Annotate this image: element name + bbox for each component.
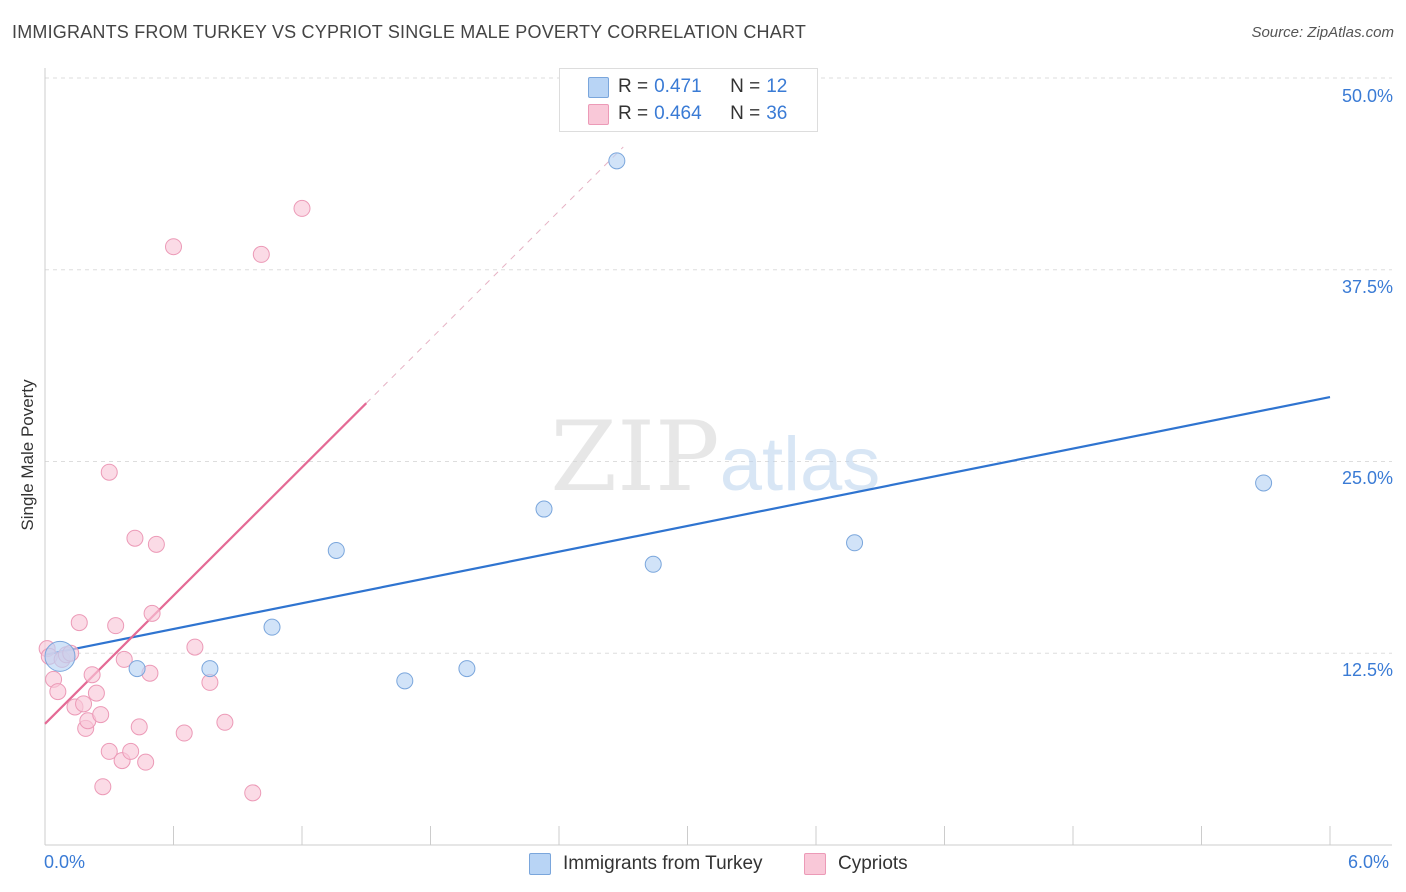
data-point-cypriots <box>122 742 140 760</box>
data-point-cypriots <box>49 683 67 701</box>
data-point-turkey <box>327 541 345 559</box>
watermark-atlas: atlas <box>720 422 881 507</box>
data-point-cypriots <box>216 713 234 731</box>
data-point-turkey <box>201 660 219 678</box>
legend-swatch-turkey <box>588 77 609 98</box>
data-point-cypriots <box>147 535 165 553</box>
legend-r-value: 0.471 <box>654 76 702 97</box>
data-point-cypriots <box>107 617 125 635</box>
data-point-turkey <box>44 640 76 672</box>
data-point-cypriots <box>126 529 144 547</box>
legend-row-turkey: R = 0.471 N = 12 <box>618 75 787 99</box>
data-point-turkey <box>128 660 146 678</box>
data-point-cypriots <box>252 245 270 263</box>
legend-bottom-cypriots: Cypriots <box>804 852 908 876</box>
trend-line-turkey <box>44 395 1331 656</box>
legend-swatch-cypriots <box>588 104 609 125</box>
data-point-turkey <box>458 660 476 678</box>
legend-r-label: R = <box>618 103 649 124</box>
legend-bottom-swatch-cypriots <box>804 853 826 875</box>
legend-n-label: N = <box>730 103 761 124</box>
y-axis-title: Single Male Poverty <box>18 379 37 531</box>
legend-bottom-swatch-turkey <box>529 853 551 875</box>
data-point-cypriots <box>244 784 262 802</box>
chart-source: Source: ZipAtlas.com <box>1251 24 1394 41</box>
data-point-turkey <box>396 672 414 690</box>
legend-bottom-turkey: Immigrants from Turkey <box>529 852 763 876</box>
legend-bottom-label-cypriots: Cypriots <box>838 853 908 874</box>
data-point-cypriots <box>175 724 193 742</box>
y-tick-label-25: 25.0% <box>1341 468 1393 488</box>
data-point-cypriots <box>87 684 105 702</box>
data-point-cypriots <box>94 778 112 796</box>
data-point-cypriots <box>70 614 88 632</box>
legend-bottom-label-turkey: Immigrants from Turkey <box>563 853 763 874</box>
data-point-cypriots <box>100 742 118 760</box>
y-tick-label-37-5: 37.5% <box>1341 277 1393 297</box>
y-tick-label-50: 50.0% <box>1341 86 1393 106</box>
x-tick-label-max: 6.0% <box>1348 852 1390 872</box>
data-point-turkey <box>846 534 864 552</box>
grid-lines <box>45 77 1392 654</box>
legend-r-label: R = <box>618 76 649 97</box>
data-point-cypriots <box>92 706 110 724</box>
legend-stats: R = 0.471 N = 12 R = 0.464 N = 36 <box>559 68 818 132</box>
watermark-zip: ZIP <box>550 401 719 513</box>
data-point-cypriots <box>75 695 93 713</box>
data-point-turkey <box>535 500 553 518</box>
legend-n-label: N = <box>730 76 761 97</box>
chart-title: IMMIGRANTS FROM TURKEY VS CYPRIOT SINGLE… <box>12 22 807 42</box>
data-point-cypriots <box>100 463 118 481</box>
data-point-cypriots <box>186 638 204 656</box>
x-tick-label-min: 0.0% <box>44 852 86 872</box>
legend-row-cypriots: R = 0.464 N = 36 <box>618 102 787 126</box>
data-point-cypriots <box>83 666 101 684</box>
data-point-cypriots <box>143 604 161 622</box>
data-point-cypriots <box>293 199 311 217</box>
legend-r-value: 0.464 <box>654 103 702 124</box>
data-point-cypriots <box>130 718 148 736</box>
y-tick-label-12-5: 12.5% <box>1341 660 1393 680</box>
legend-n-value: 36 <box>766 103 788 124</box>
axes <box>44 68 1392 846</box>
data-point-cypriots <box>137 753 155 771</box>
data-points <box>38 152 1273 802</box>
data-point-turkey <box>1255 474 1273 492</box>
data-point-cypriots <box>115 650 133 668</box>
data-point-cypriots <box>165 238 182 256</box>
data-point-turkey <box>263 618 281 636</box>
data-point-turkey <box>644 555 662 573</box>
legend-n-value: 12 <box>766 76 788 97</box>
trend-extension-cypriots <box>365 146 624 404</box>
data-point-turkey <box>608 152 626 170</box>
